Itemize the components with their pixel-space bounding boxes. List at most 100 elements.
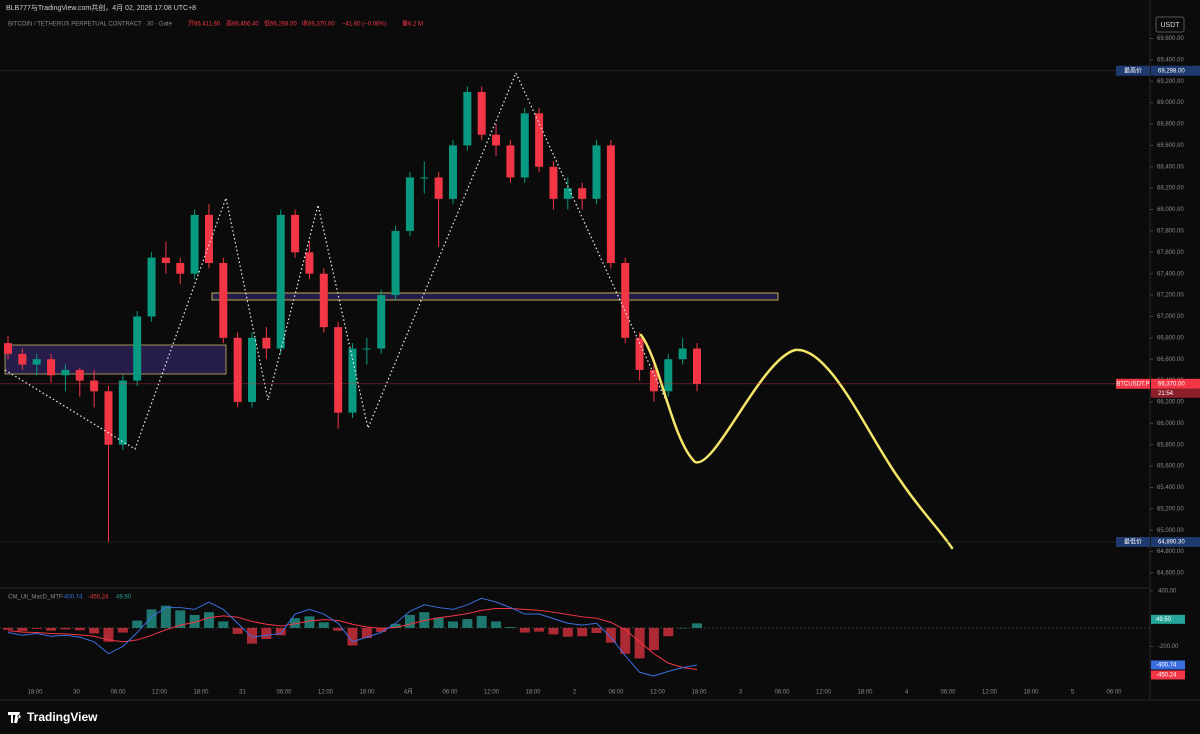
histogram-bar (347, 627, 358, 646)
histogram-bar (447, 621, 458, 628)
header-title: BLB777与TradingView.com共创，4月 02, 2026 17:… (6, 3, 196, 12)
price-tick-label: 67,800.00 (1157, 229, 1184, 235)
currency-button[interactable] (1155, 16, 1185, 33)
level-price: 64,890.30 (1158, 540, 1185, 546)
time-label: 12:00 (982, 690, 998, 696)
price-tick-label: 67,000.00 (1157, 314, 1184, 320)
price-tick-label: 65,200.00 (1157, 506, 1184, 512)
countdown-badge (1151, 388, 1200, 398)
price-tick-label: 67,400.00 (1157, 271, 1184, 277)
currency-label[interactable]: USDT (1160, 22, 1180, 29)
indicator-badge (1151, 670, 1185, 680)
histogram-bar (275, 627, 286, 636)
price-tick-label: 68,800.00 (1157, 122, 1184, 128)
candle-body (693, 348, 701, 384)
time-label: 06:00 (276, 690, 292, 696)
legend-close: 收66,370.00 (302, 20, 335, 28)
histogram-bar (692, 623, 702, 628)
candle-body (678, 348, 687, 360)
price-tick-label: 68,200.00 (1157, 186, 1184, 192)
price-tick-label: 66,600.00 (1157, 357, 1184, 363)
legend-open: 开66,411.60 (188, 21, 221, 28)
indicator-badge-label: 49.50 (1156, 617, 1172, 623)
time-label: 12:00 (650, 690, 666, 696)
histogram-bar (548, 627, 559, 635)
price-tick-label: 68,600.00 (1157, 143, 1184, 149)
legend-change: −41.60 (−0.06%) (342, 22, 387, 28)
histogram-bar (476, 615, 487, 628)
indicator-hist-value: 49.50 (116, 595, 132, 601)
candle-body (319, 273, 328, 328)
time-label: 18:00 (193, 690, 209, 696)
candle-body (420, 177, 429, 179)
histogram-bar (333, 627, 344, 631)
forecast-drawing (639, 333, 954, 550)
time-label: 30 (73, 690, 80, 696)
indicator-macd-value: -400.74 (62, 595, 83, 601)
time-label: 12:00 (152, 690, 168, 696)
histogram-bar (203, 612, 214, 628)
candle-body (377, 295, 386, 349)
candle-body (90, 380, 99, 392)
histogram-bar (390, 623, 401, 628)
candle-body (391, 230, 400, 296)
price-tick-label: 64,600.00 (1157, 571, 1184, 577)
time-label: 06:00 (1106, 690, 1122, 696)
histogram-bar (318, 622, 329, 628)
candle-body (133, 316, 142, 381)
histogram-bar (175, 610, 186, 628)
candle-body (578, 188, 587, 199)
candle-body (4, 343, 12, 354)
histogram-bar (462, 619, 473, 628)
histogram-bar (519, 627, 530, 633)
time-label: 18:00 (359, 690, 375, 696)
legend-symbol: BITCOIN / TETHERUS PERPETUAL CONTRACT · … (8, 22, 173, 28)
level-badge (1151, 65, 1200, 76)
signal-line (7, 607, 698, 671)
candle-body (262, 337, 271, 349)
candle-body (448, 145, 457, 199)
candle-body (334, 327, 343, 413)
histogram-bar (117, 627, 128, 633)
candle-body (535, 113, 544, 167)
histogram-bar (376, 627, 387, 633)
zigzag-drawing (4, 71, 669, 450)
histogram-bar (103, 627, 114, 642)
histogram-bar (247, 627, 258, 644)
legend-high: 高66,456.40 (226, 20, 259, 28)
candle-body (506, 145, 515, 178)
candle-body (405, 177, 414, 231)
candle-body (248, 337, 257, 402)
candle-body (75, 369, 84, 381)
legend-low: 低66,288.00 (264, 20, 297, 28)
histogram-bar (146, 609, 157, 628)
indicator-tick-label: 400.00 (1158, 589, 1177, 595)
price-tick-label: 66,200.00 (1157, 400, 1184, 406)
candle-body (147, 257, 156, 317)
histogram-bar (648, 627, 659, 651)
price-tick-label: 69,400.00 (1157, 57, 1184, 63)
level-name-badge (1116, 65, 1150, 76)
candle-body (348, 348, 357, 413)
time-label: 5 (1071, 690, 1075, 696)
candle-body (204, 214, 213, 263)
candle-body (362, 348, 371, 350)
candle-body (61, 369, 70, 376)
price-tick-label: 69,600.00 (1157, 36, 1184, 42)
histogram-bar (290, 618, 301, 628)
time-label: 12:00 (318, 690, 334, 696)
time-label: 12:00 (816, 690, 832, 696)
level-name-badge (1116, 378, 1150, 389)
price-tick-label: 64,800.00 (1157, 549, 1184, 555)
candle-body (118, 380, 127, 445)
histogram-bar (232, 627, 243, 634)
price-tick-label: 65,600.00 (1157, 464, 1184, 470)
candle-body (520, 113, 529, 178)
level-badge (1151, 536, 1200, 547)
time-label: 2 (573, 690, 577, 696)
histogram-bar (304, 616, 315, 628)
candle-body (463, 91, 472, 146)
candle-body (176, 262, 185, 274)
